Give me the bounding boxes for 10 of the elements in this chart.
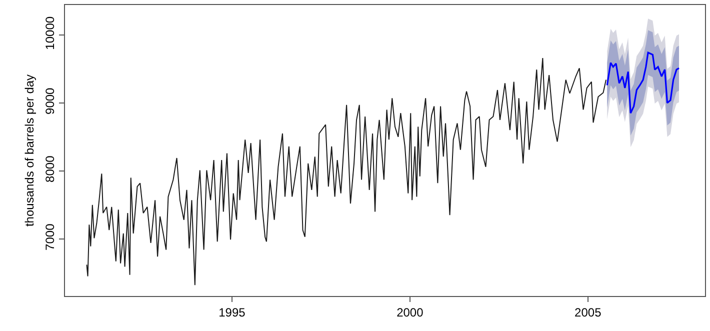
x-tick-label: 2005 <box>574 305 602 320</box>
y-axis-title: thousands of barrels per day <box>22 74 36 227</box>
line-series <box>86 58 607 286</box>
line-series <box>606 52 680 114</box>
y-tick-label: 10000 <box>43 16 58 50</box>
x-tick-label: 2000 <box>396 305 424 320</box>
y-tick-label: 9000 <box>43 87 58 114</box>
x-tick-label: 1995 <box>218 305 246 320</box>
y-tick-label: 7000 <box>43 223 58 250</box>
y-tick-label: 8000 <box>43 155 58 182</box>
